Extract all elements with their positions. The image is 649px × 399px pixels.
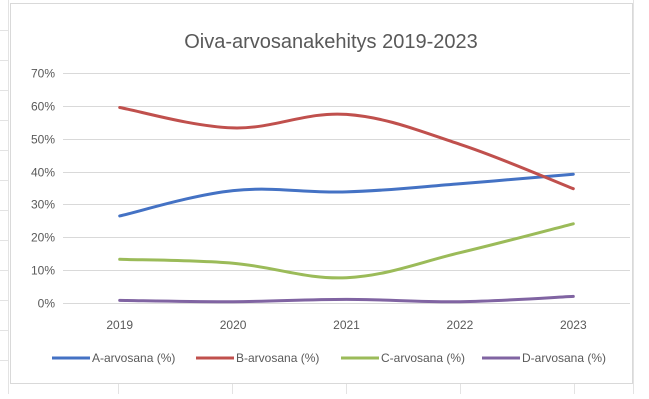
legend-label: B-arvosana (%)	[236, 351, 319, 365]
y-tick-label: 40%	[31, 166, 55, 180]
series-line-4	[118, 294, 575, 304]
x-tick-label: 2022	[447, 318, 474, 332]
chart-title: Oiva-arvosanakehitys 2019-2023	[184, 31, 478, 53]
y-tick-label: 50%	[31, 133, 55, 147]
spreadsheet-gridlines	[0, 0, 634, 394]
legend: A-arvosana (%) B-arvosana (%) C-arvosana (…	[52, 351, 606, 365]
series-lines	[118, 106, 575, 304]
series-line-3	[118, 222, 575, 280]
y-tick-label: 70%	[31, 67, 55, 81]
y-tick-label: 0%	[38, 297, 56, 311]
x-tick-label: 2020	[220, 318, 247, 332]
x-tick-label: 2019	[106, 318, 133, 332]
x-axis-ticks: 2019 2020 2021 2022 2023	[106, 318, 587, 332]
series-line-2	[118, 106, 575, 191]
gridlines	[63, 73, 630, 304]
y-tick-label: 30%	[31, 198, 55, 212]
legend-label: C-arvosana (%)	[381, 351, 465, 365]
chart-area-border	[10, 3, 633, 384]
y-axis-ticks: 0% 10% 20% 30% 40% 50% 60% 70%	[31, 67, 55, 311]
legend-label: A-arvosana (%)	[92, 351, 175, 365]
y-tick-label: 20%	[31, 231, 55, 245]
y-tick-label: 60%	[31, 100, 55, 114]
x-tick-label: 2021	[333, 318, 360, 332]
y-tick-label: 10%	[31, 264, 55, 278]
legend-label: D-arvosana (%)	[522, 351, 606, 365]
x-tick-label: 2023	[560, 318, 587, 332]
series-line-1	[118, 172, 575, 218]
